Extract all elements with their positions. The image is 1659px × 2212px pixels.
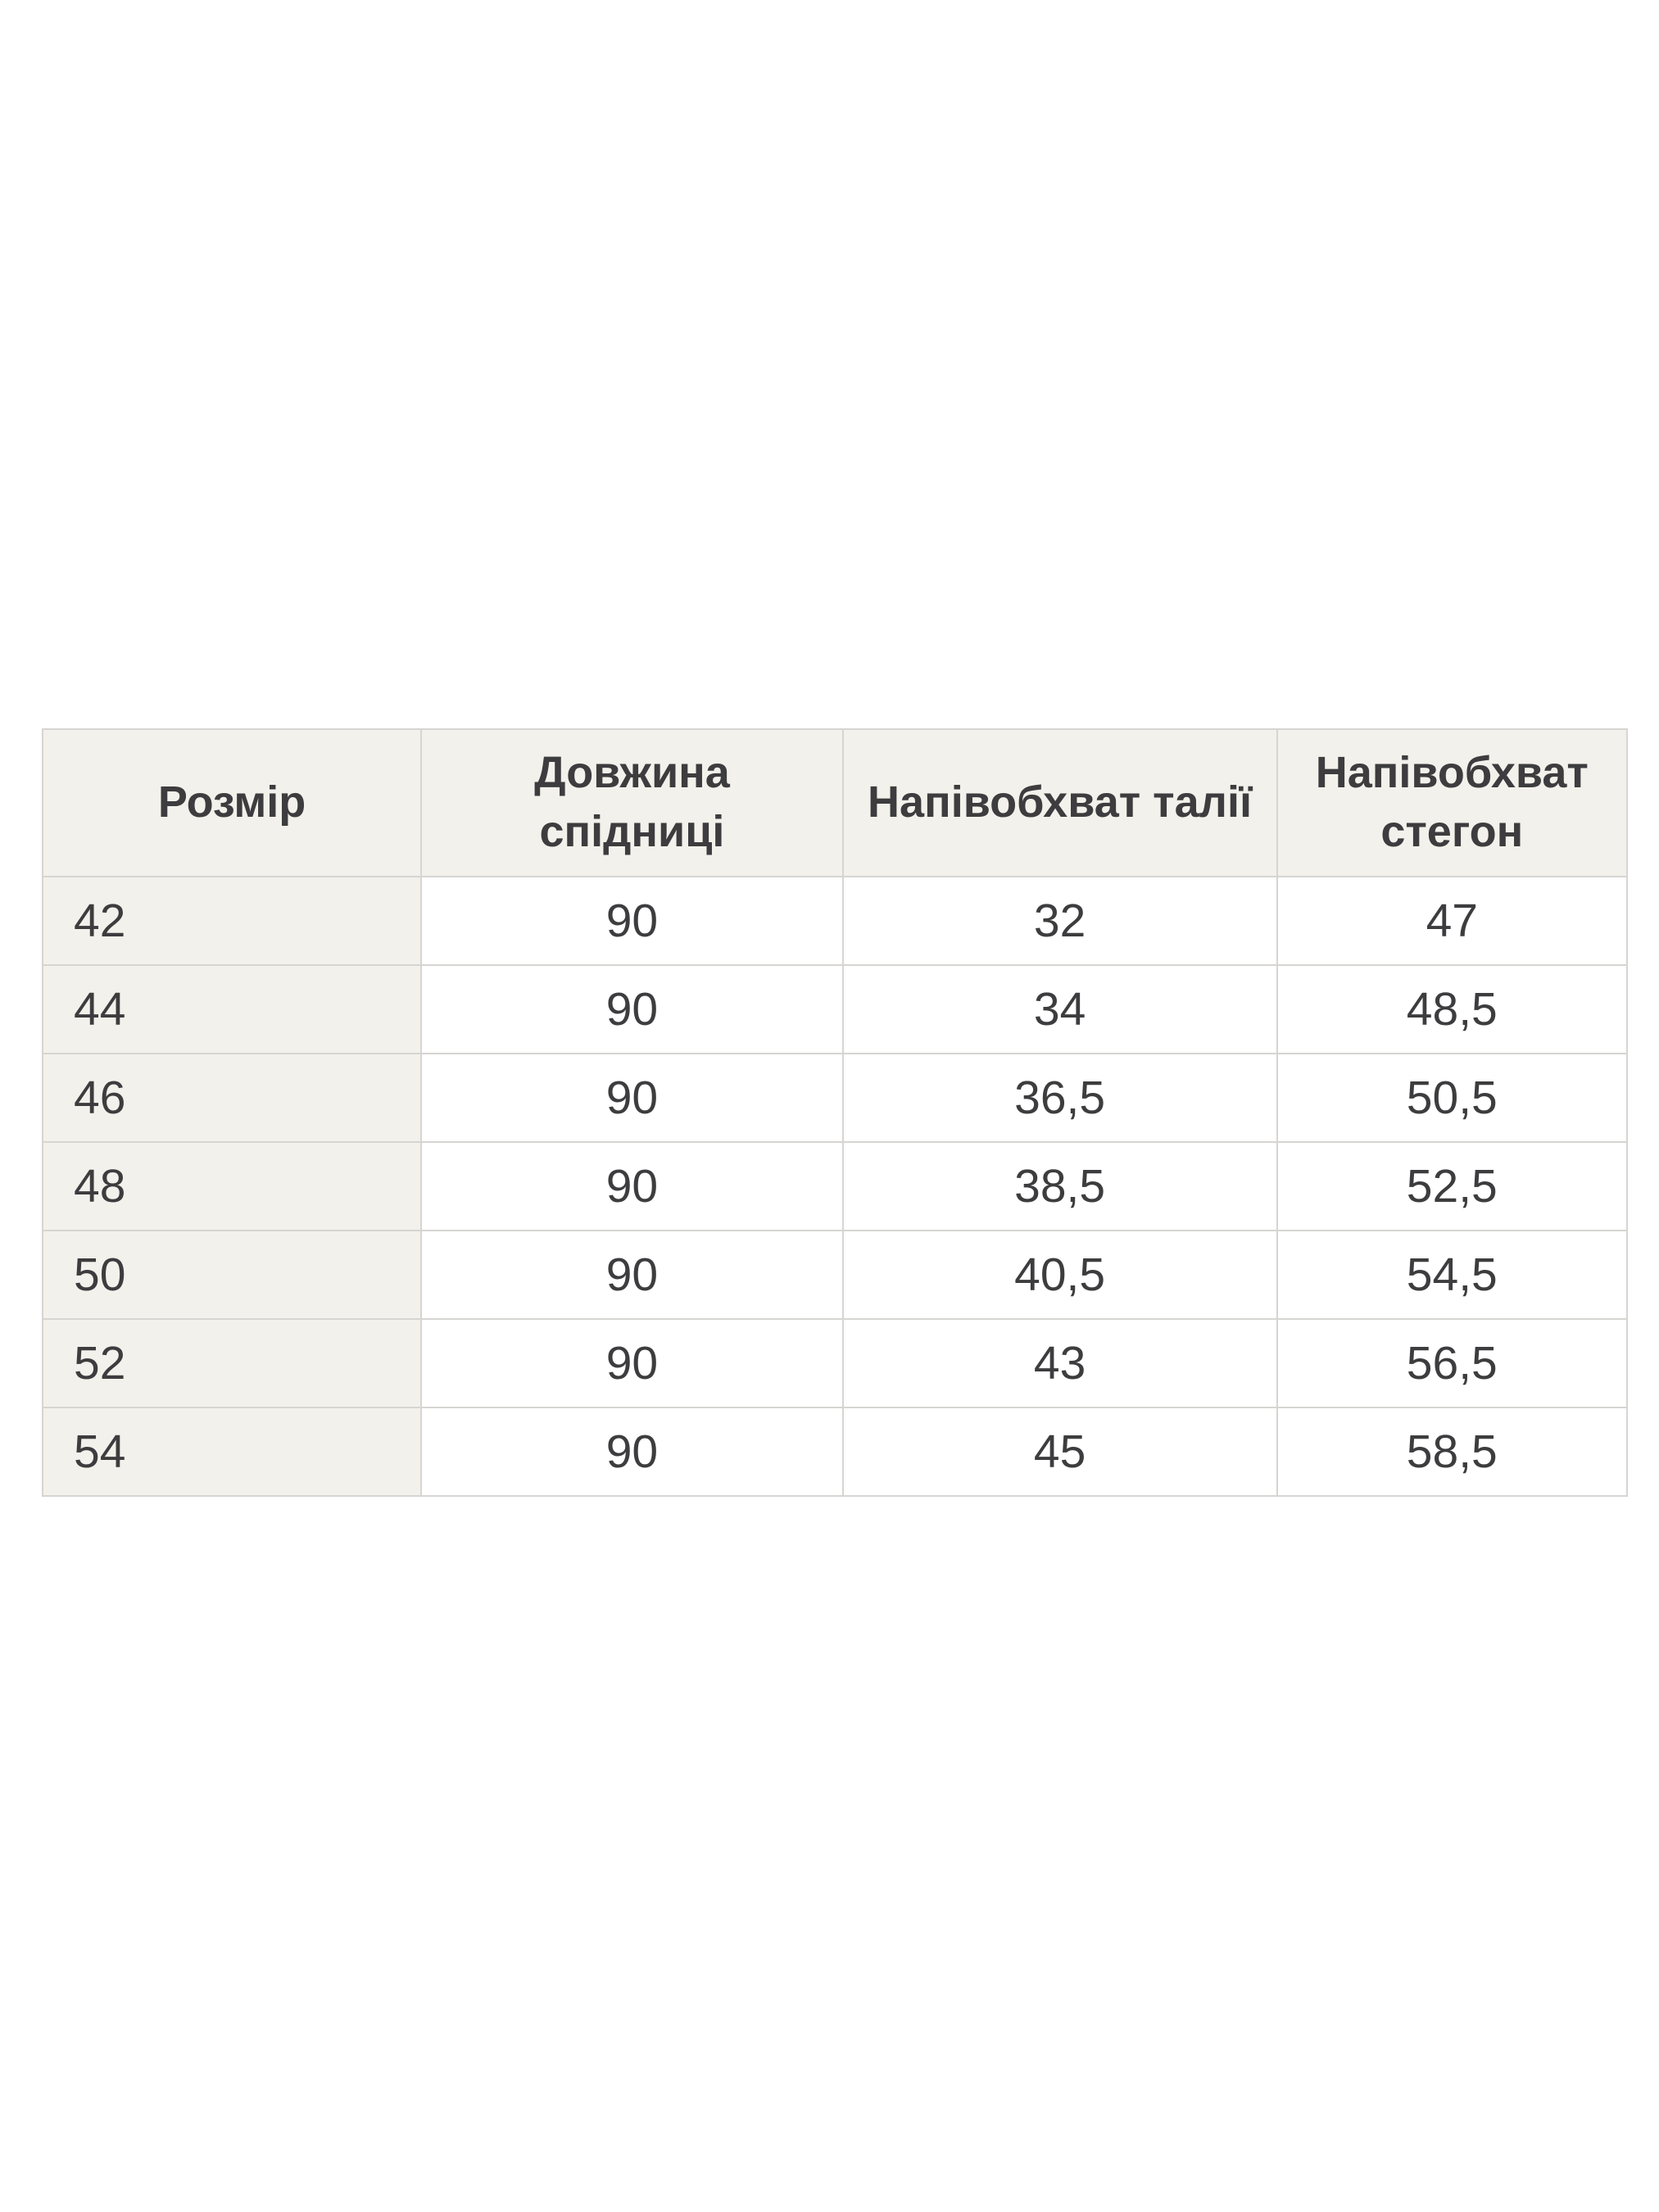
measurement-cell: 40,5	[841, 1230, 1278, 1320]
column-header-skirt-length: Довжина спідниці	[420, 728, 844, 877]
size-cell: 54	[41, 1407, 423, 1497]
size-cell: 46	[41, 1053, 423, 1143]
measurement-cell: 38,5	[841, 1141, 1278, 1231]
size-cell: 52	[41, 1318, 423, 1408]
measurement-cell: 90	[420, 964, 844, 1054]
measurement-cell: 90	[420, 1053, 844, 1143]
measurement-cell: 90	[420, 1141, 844, 1231]
table-row: 52 90 43 56,5	[41, 1318, 1629, 1408]
table-row: 44 90 34 48,5	[41, 964, 1629, 1054]
measurement-cell: 90	[420, 1407, 844, 1497]
measurement-cell: 43	[841, 1318, 1278, 1408]
table-row: 48 90 38,5 52,5	[41, 1141, 1629, 1231]
measurement-cell: 90	[420, 1318, 844, 1408]
measurement-cell: 90	[420, 1230, 844, 1320]
measurement-cell: 36,5	[841, 1053, 1278, 1143]
size-chart-table: Розмір Довжина спідниці Напівобхват талі…	[41, 728, 1629, 1497]
size-cell: 42	[41, 876, 423, 966]
measurement-cell: 54,5	[1276, 1230, 1629, 1320]
measurement-cell: 47	[1276, 876, 1629, 966]
measurement-cell: 52,5	[1276, 1141, 1629, 1231]
header-row: Розмір Довжина спідниці Напівобхват талі…	[41, 728, 1629, 877]
measurement-cell: 58,5	[1276, 1407, 1629, 1497]
measurement-cell: 34	[841, 964, 1278, 1054]
column-header-half-hips: Напівобхват стегон	[1276, 728, 1629, 877]
table-row: 42 90 32 47	[41, 876, 1629, 966]
size-cell: 48	[41, 1141, 423, 1231]
table-row: 54 90 45 58,5	[41, 1407, 1629, 1497]
measurement-cell: 56,5	[1276, 1318, 1629, 1408]
column-header-half-waist: Напівобхват талії	[841, 728, 1278, 877]
table-row: 50 90 40,5 54,5	[41, 1230, 1629, 1320]
column-header-size: Розмір	[41, 728, 423, 877]
size-chart-header: Розмір Довжина спідниці Напівобхват талі…	[41, 728, 1629, 877]
measurement-cell: 32	[841, 876, 1278, 966]
measurement-cell: 45	[841, 1407, 1278, 1497]
measurement-cell: 90	[420, 876, 844, 966]
size-cell: 50	[41, 1230, 423, 1320]
table-row: 46 90 36,5 50,5	[41, 1053, 1629, 1143]
size-table-body: 42 90 32 47 44 90 34 48,5 46 90 36,5 50,5 48 90 38,5 52…	[41, 876, 1629, 1497]
measurement-cell: 48,5	[1276, 964, 1629, 1054]
measurement-cell: 50,5	[1276, 1053, 1629, 1143]
size-cell: 44	[41, 964, 423, 1054]
